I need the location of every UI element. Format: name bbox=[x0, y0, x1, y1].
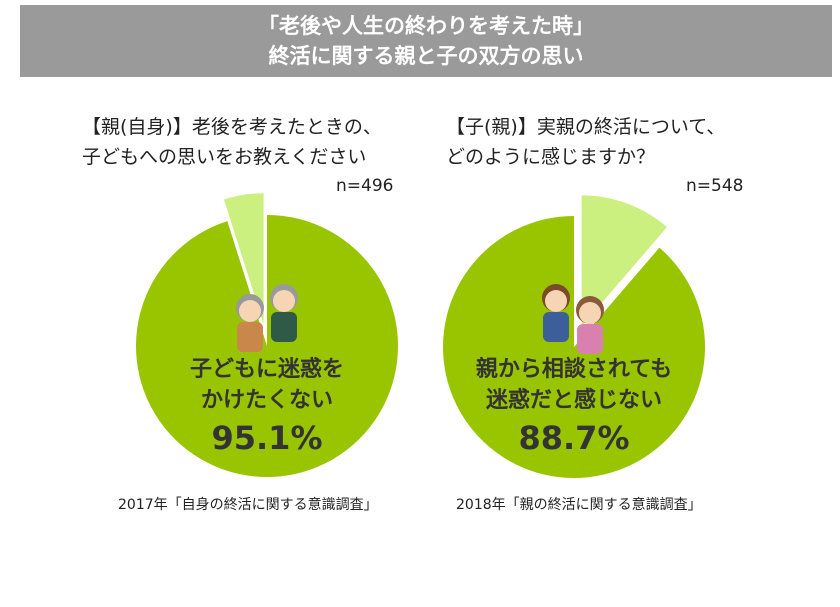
pie-slice-minor bbox=[581, 195, 668, 327]
data-label-right: 親から相談されても 迷惑だと感じない 88.7% bbox=[444, 354, 704, 460]
question-right: 【子(親)】実親の終活について、 どのように感じますか？ bbox=[446, 112, 725, 172]
label-left-line2: かけたくない bbox=[200, 388, 333, 413]
header-line2: 終活に関する親と子の双方の思い bbox=[268, 44, 584, 68]
sample-size-left: n=496 bbox=[336, 176, 394, 196]
label-right-line2: 迷惑だと感じない bbox=[485, 388, 662, 413]
question-left-line1: 【親(自身)】老後を考えたときの、 bbox=[82, 116, 382, 138]
pie-slice-major bbox=[443, 216, 706, 479]
pct-right: 88.7% bbox=[518, 419, 630, 457]
pct-left: 95.1% bbox=[211, 419, 323, 457]
sample-size-right: n=548 bbox=[686, 176, 744, 196]
pie-slice-minor bbox=[223, 193, 264, 325]
question-right-line1: 【子(親)】実親の終活について、 bbox=[446, 116, 726, 138]
people-illustration bbox=[542, 284, 604, 354]
header-line1: 「老後や人生の終わりを考えた時」 bbox=[258, 14, 594, 38]
question-left: 【親(自身)】老後を考えたときの、 子どもへの思いをお教えください bbox=[82, 112, 382, 172]
pie-slice-major bbox=[136, 215, 399, 477]
question-left-line2: 子どもへの思いをお教えください bbox=[82, 146, 367, 168]
question-right-line2: どのように感じますか？ bbox=[446, 146, 656, 168]
header-banner: 「老後や人生の終わりを考えた時」 終活に関する親と子の双方の思い bbox=[20, 5, 832, 77]
source-right: 2018年「親の終活に関する意識調査」 bbox=[456, 497, 702, 513]
label-left-line1: 子どもに迷惑を bbox=[189, 357, 344, 382]
source-left: 2017年「自身の終活に関する意識調査」 bbox=[118, 497, 378, 513]
label-right-line1: 親から相談されても bbox=[475, 357, 673, 382]
data-label-left: 子どもに迷惑を かけたくない 95.1% bbox=[137, 354, 397, 460]
people-illustration bbox=[236, 284, 298, 352]
